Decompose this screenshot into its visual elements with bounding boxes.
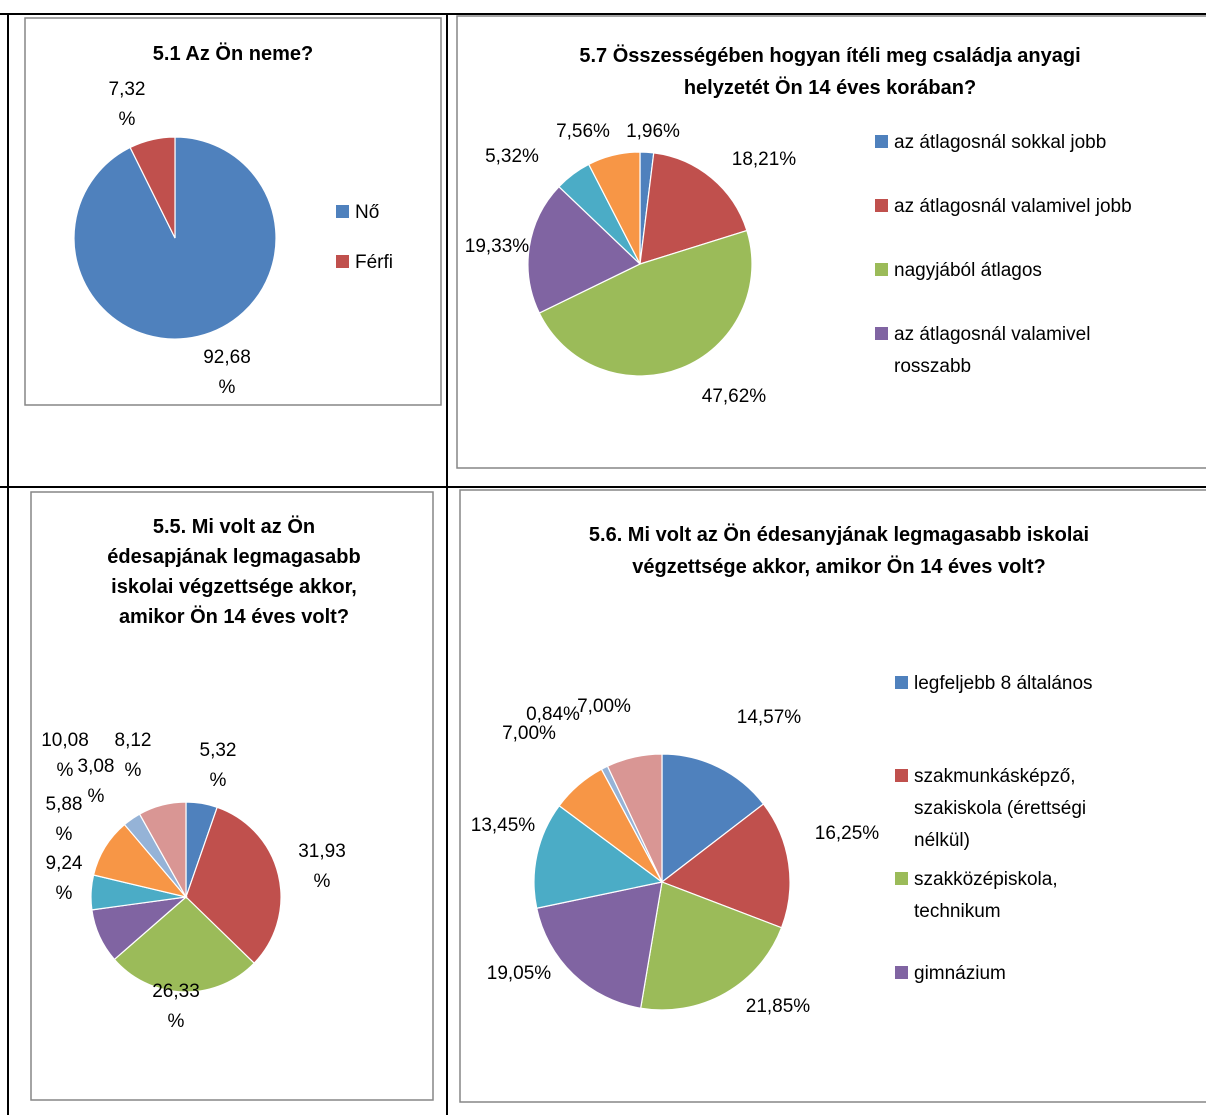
legend-entry: szakközépiskola, [914, 869, 1058, 890]
data-label: 13,45% [471, 815, 536, 836]
data-label: 7,00% [577, 696, 631, 717]
data-label: % [56, 883, 73, 904]
data-label: 26,33 [152, 981, 200, 1002]
data-label: % [57, 760, 74, 781]
pie-slice [639, 152, 748, 265]
chart-gender: 5.1 Az Ön neme? 92,68% 7,32% Nő Férfi [73, 42, 393, 398]
data-label: 19,33% [465, 236, 530, 257]
data-label: 16,25% [815, 823, 880, 844]
data-label: 9,24 [46, 853, 83, 874]
data-label: 7,32 [109, 79, 146, 100]
data-label: 19,05% [487, 963, 552, 984]
pie-slice [138, 801, 187, 900]
pie-slice [587, 151, 641, 265]
legend-swatch [895, 872, 908, 885]
chart-title: 5.6. Mi volt az Ön édesanyjának legmagas… [589, 523, 1089, 546]
chart-frame-mother [459, 489, 1206, 1103]
data-label: 31,93 [298, 841, 346, 862]
legend-swatch [895, 966, 908, 979]
legend-swatch [336, 255, 349, 268]
chart-title: 5.1 Az Ön neme? [153, 42, 313, 65]
legend-swatch [875, 135, 888, 148]
data-label: 5,32 [200, 740, 237, 761]
legend-entry: Férfi [355, 252, 393, 273]
legend-entry: nagyjából átlagos [894, 260, 1042, 281]
legend-entry: az átlagosnál valamivel [894, 324, 1090, 345]
legend-swatch [895, 676, 908, 689]
data-label: 5,88 [46, 794, 83, 815]
data-label: 92,68 [203, 347, 251, 368]
data-label: 10,08 [41, 730, 89, 751]
chart-title: amikor Ön 14 éves volt? [119, 605, 349, 628]
data-label: % [56, 824, 73, 845]
chart-frame-gender [24, 17, 442, 406]
legend-entry: rosszabb [894, 356, 971, 377]
chart-finances: 5.7 Összességében hogyan ítéli meg csalá… [465, 44, 1132, 407]
data-label: % [219, 377, 236, 398]
pie-slice [661, 753, 765, 884]
pie-slice [533, 804, 664, 909]
data-label: 0,84% [526, 704, 580, 725]
data-label: % [210, 770, 227, 791]
data-label: 21,85% [746, 996, 811, 1017]
data-label: 5,32% [485, 146, 539, 167]
legend-swatch [895, 769, 908, 782]
data-label: 18,21% [732, 149, 797, 170]
legend-entry: legfeljebb 8 általános [914, 673, 1093, 694]
pie-slice [113, 896, 256, 993]
chart-title: édesapjának legmagasabb [107, 546, 360, 568]
chart-title: 5.7 Összességében hogyan ítéli meg csalá… [579, 44, 1080, 67]
legend-entry: gimnázium [914, 963, 1006, 984]
legend-entry: szakmunkásképző, [914, 766, 1076, 787]
chart-title: helyzetét Ön 14 éves korában? [684, 76, 976, 99]
data-label: % [119, 109, 136, 130]
pie-slice [129, 136, 176, 239]
pie-slice [660, 803, 791, 929]
chart-title: 5.5. Mi volt az Ön [153, 515, 315, 538]
pie-slice [185, 806, 282, 964]
data-label: % [168, 1011, 185, 1032]
data-label: 8,12 [115, 730, 152, 751]
data-label: % [125, 760, 142, 781]
pie-slice [536, 881, 663, 1009]
legend-entry: Nő [355, 202, 379, 223]
legend-entry: az átlagosnál valamivel jobb [894, 196, 1132, 217]
chart-mother-education: 5.6. Mi volt az Ön édesanyjának legmagas… [471, 523, 1093, 1017]
legend-entry: szakiskola (érettségi [914, 798, 1086, 819]
chart-title: végzettsége akkor, amikor Ön 14 éves vol… [632, 555, 1046, 578]
pie-slice [639, 881, 783, 1011]
data-label: 47,62% [702, 386, 767, 407]
data-label: 3,08 [78, 756, 115, 777]
chart-title: iskolai végzettsége akkor, [111, 576, 357, 598]
data-label: 14,57% [737, 707, 802, 728]
legend-swatch [336, 205, 349, 218]
chart-father-education: 5.5. Mi volt az Ön édesapjának legmagasab… [41, 515, 361, 1032]
data-label: % [314, 871, 331, 892]
legend-swatch [875, 327, 888, 340]
legend-entry: technikum [914, 901, 1001, 922]
pie-slice [538, 229, 753, 377]
chart-frame-father [30, 491, 434, 1101]
legend-swatch [875, 263, 888, 276]
data-label: % [88, 786, 105, 807]
data-label: 7,00% [502, 723, 556, 744]
legend-entry: az átlagosnál sokkal jobb [894, 132, 1106, 153]
chart-frame-finances [456, 15, 1206, 469]
pie-slice [606, 753, 663, 883]
data-label: 7,56% [556, 121, 610, 142]
legend-swatch [875, 199, 888, 212]
legend-entry: nélkül) [914, 830, 970, 851]
data-label: 1,96% [626, 121, 680, 142]
pie-slice [527, 185, 642, 314]
